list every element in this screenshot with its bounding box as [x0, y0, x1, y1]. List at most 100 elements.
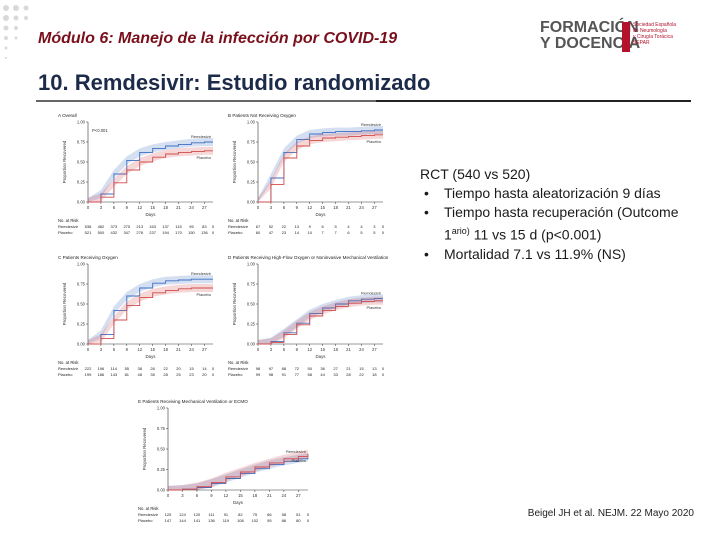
x-tick-label: 24	[189, 347, 194, 352]
title-underline-accent	[36, 100, 376, 102]
x-tick-label: 3	[100, 205, 103, 210]
logo-society: Sociedad Española de Neumología y Cirugí…	[633, 22, 677, 46]
x-axis-label: Days	[233, 500, 244, 505]
risk-row-name: Placebo	[58, 230, 73, 235]
risk-value: 21	[346, 366, 351, 371]
risk-value: 237	[149, 230, 156, 235]
series-label-remdesivir: Remdesivir	[191, 134, 212, 139]
risk-value: 98	[256, 366, 261, 371]
y-tick-label: 0.50	[247, 160, 256, 165]
risk-value: 163	[149, 224, 156, 229]
logo-text: FORMACIÓN Y DOCENCIA	[540, 19, 641, 52]
risk-value: 10	[307, 230, 312, 235]
risk-value: 95	[267, 518, 272, 523]
y-tick-label: 1.00	[77, 120, 86, 125]
risk-value: 147	[165, 518, 172, 523]
y-tick-label: 0.75	[157, 426, 166, 431]
risk-value: 0	[382, 230, 385, 235]
risk-value: 35	[150, 372, 155, 377]
risk-value: 50	[307, 366, 312, 371]
risk-row-name: Placebo	[228, 372, 243, 377]
y-axis-label: Proportion Recovered	[142, 427, 147, 470]
risk-value: 102	[252, 518, 259, 523]
risk-value: 194	[162, 230, 169, 235]
y-axis-label: Proportion Recovered	[62, 282, 67, 325]
risk-value: 0	[307, 518, 310, 523]
risk-value: 75	[253, 512, 258, 517]
x-tick-label: 9	[296, 347, 299, 352]
risk-value: 83	[202, 224, 207, 229]
risk-value: 99	[256, 372, 261, 377]
series-remdesivir-ci	[258, 294, 383, 344]
y-tick-label: 0.75	[77, 140, 86, 145]
x-tick-label: 0	[87, 205, 90, 210]
y-tick-label: 0.50	[77, 160, 86, 165]
risk-value: 144	[179, 518, 186, 523]
summary-bullets: RCT (540 vs 520) • Tiempo hasta aleatoriz…	[420, 165, 700, 264]
risk-value: 108	[237, 518, 244, 523]
risk-value: 4	[347, 224, 350, 229]
panel-title: C Patients Receiving Oxygen	[58, 255, 118, 260]
risk-value: 44	[320, 372, 325, 377]
risk-value: 23	[282, 230, 287, 235]
x-tick-label: 24	[282, 493, 287, 498]
y-tick-label: 0.25	[77, 180, 86, 185]
risk-row-name: Remdesivir	[228, 224, 249, 229]
module-header: Módulo 6: Manejo de la infección por COV…	[38, 30, 398, 47]
x-tick-label: 24	[359, 205, 364, 210]
bullet-recovery: • Tiempo hasta recuperación (Outcome 1ari…	[424, 204, 679, 243]
risk-value: 81	[125, 372, 130, 377]
x-tick-label: 15	[238, 493, 243, 498]
y-tick-label: 1.00	[247, 120, 256, 125]
risk-value: 13	[372, 366, 377, 371]
risk-row-name: Placebo	[138, 518, 153, 523]
y-tick-label: 0.25	[77, 322, 86, 327]
x-tick-label: 9	[126, 347, 129, 352]
risk-value: 538	[85, 224, 92, 229]
risk-row-name: Placebo	[58, 372, 73, 377]
y-tick-label: 0.75	[247, 140, 256, 145]
risk-value: 0	[212, 366, 215, 371]
risk-value: 86	[282, 518, 287, 523]
risk-value: 5	[360, 230, 363, 235]
x-axis-label: Days	[315, 212, 326, 217]
x-tick-label: 15	[320, 205, 325, 210]
risk-value: 58	[282, 512, 287, 517]
risk-value: 20	[176, 366, 181, 371]
risk-value: 150	[188, 230, 195, 235]
x-tick-label: 12	[137, 205, 142, 210]
risk-value: 77	[295, 372, 300, 377]
x-tick-label: 6	[113, 347, 116, 352]
risk-value: 0	[212, 372, 215, 377]
x-tick-label: 21	[176, 347, 181, 352]
bullet-mortality: • Mortalidad 7.1 vs 11.9% (NS)	[424, 245, 626, 262]
risk-value: 36	[320, 366, 325, 371]
x-tick-label: 0	[257, 205, 260, 210]
y-tick-label: 0.00	[77, 200, 86, 205]
x-tick-label: 18	[333, 347, 338, 352]
risk-value: 48	[137, 372, 142, 377]
risk-value: 14	[202, 366, 207, 371]
x-tick-label: 3	[181, 493, 184, 498]
x-tick-label: 15	[150, 347, 155, 352]
x-tick-label: 0	[167, 493, 170, 498]
y-tick-label: 0.50	[247, 302, 256, 307]
risk-table-label: No. at Risk	[228, 218, 249, 223]
panel-title: E Patients Receiving Mechanical Ventilat…	[138, 399, 248, 404]
y-axis-label: Proportion Recovered	[232, 282, 237, 325]
x-tick-label: 24	[359, 347, 364, 352]
risk-value: 276	[136, 230, 143, 235]
bullet-intro: RCT (540 vs 520)	[420, 166, 531, 182]
risk-value: 55	[125, 366, 130, 371]
series-label-placebo: Placebo	[197, 292, 212, 297]
p-value-annotation: P<0.001	[92, 128, 108, 133]
series-label-remdesivir: Remdesivir	[286, 449, 307, 454]
x-tick-label: 21	[176, 205, 181, 210]
x-axis-label: Days	[315, 354, 326, 359]
series-placebo-ci	[168, 449, 308, 490]
panel-title: B Patients Not Receiving Oxygen	[228, 113, 296, 118]
risk-value: 6	[322, 224, 325, 229]
series-placebo-ci	[88, 146, 213, 202]
risk-value: 0	[307, 512, 310, 517]
x-tick-label: 27	[202, 347, 207, 352]
